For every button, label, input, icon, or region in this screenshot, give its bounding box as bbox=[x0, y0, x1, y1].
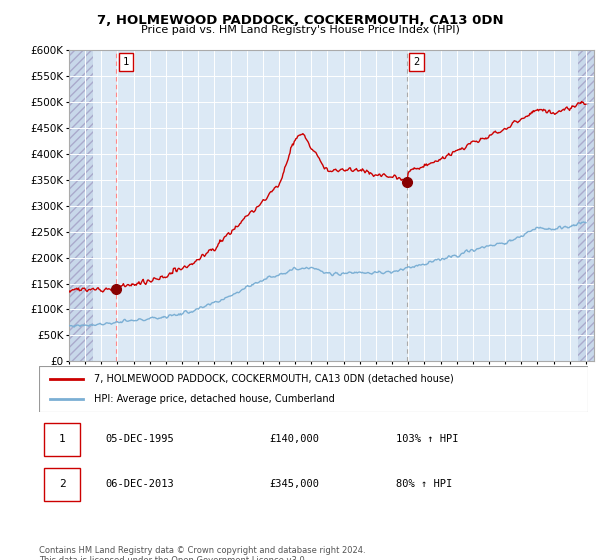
Text: £345,000: £345,000 bbox=[269, 479, 320, 489]
Text: 2: 2 bbox=[413, 57, 420, 67]
FancyBboxPatch shape bbox=[44, 468, 80, 502]
Text: 06-DEC-2013: 06-DEC-2013 bbox=[105, 479, 173, 489]
FancyBboxPatch shape bbox=[409, 53, 424, 71]
Bar bbox=[69, 50, 93, 361]
Bar bbox=[578, 50, 600, 361]
Text: 05-DEC-1995: 05-DEC-1995 bbox=[105, 434, 173, 444]
Text: 7, HOLMEWOOD PADDOCK, COCKERMOUTH, CA13 0DN (detached house): 7, HOLMEWOOD PADDOCK, COCKERMOUTH, CA13 … bbox=[94, 374, 454, 384]
Text: £140,000: £140,000 bbox=[269, 434, 320, 444]
Text: HPI: Average price, detached house, Cumberland: HPI: Average price, detached house, Cumb… bbox=[94, 394, 335, 404]
FancyBboxPatch shape bbox=[44, 423, 80, 456]
Text: 1: 1 bbox=[59, 434, 66, 444]
Text: 7, HOLMEWOOD PADDOCK, COCKERMOUTH, CA13 0DN: 7, HOLMEWOOD PADDOCK, COCKERMOUTH, CA13 … bbox=[97, 14, 503, 27]
Text: 80% ↑ HPI: 80% ↑ HPI bbox=[396, 479, 452, 489]
Text: Price paid vs. HM Land Registry's House Price Index (HPI): Price paid vs. HM Land Registry's House … bbox=[140, 25, 460, 35]
FancyBboxPatch shape bbox=[39, 366, 588, 412]
FancyBboxPatch shape bbox=[119, 53, 133, 71]
Text: Contains HM Land Registry data © Crown copyright and database right 2024.
This d: Contains HM Land Registry data © Crown c… bbox=[39, 546, 365, 560]
Text: 2: 2 bbox=[59, 479, 66, 489]
Text: 103% ↑ HPI: 103% ↑ HPI bbox=[396, 434, 458, 444]
Text: 1: 1 bbox=[123, 57, 129, 67]
